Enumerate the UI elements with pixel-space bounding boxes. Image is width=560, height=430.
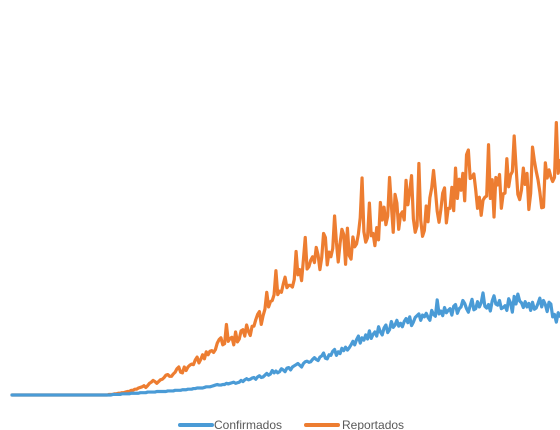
legend: Confirmados Reportados [178,418,404,430]
legend-label-confirmados: Confirmados [214,418,282,430]
series-line-confirmados [10,291,560,397]
legend-label-reportados: Reportados [342,418,404,430]
plot-area [10,120,560,397]
series-line-reportados [10,120,560,397]
